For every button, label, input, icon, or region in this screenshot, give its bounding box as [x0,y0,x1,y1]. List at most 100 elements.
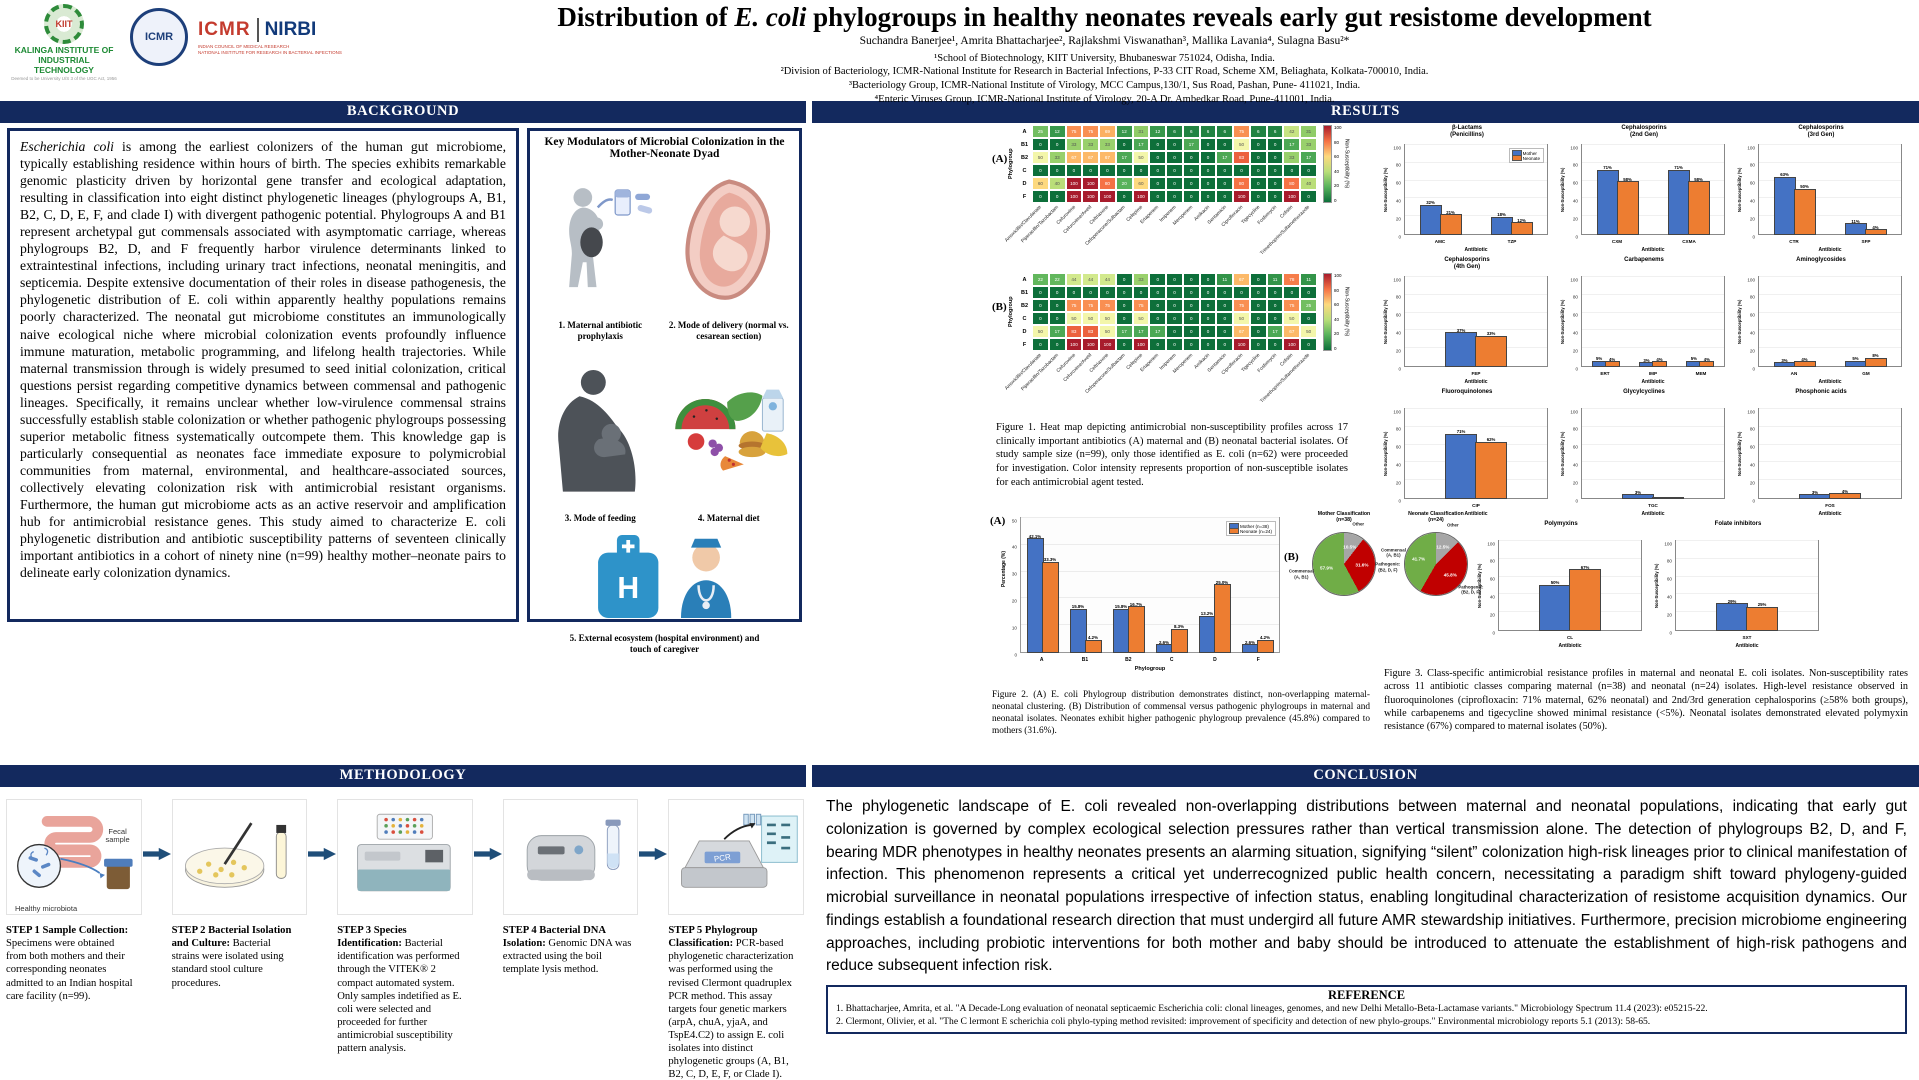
heatmap-cell: 0 [1048,190,1066,203]
key-modulator-item: 1. Maternal antibiotic prophylaxis [536,162,665,344]
y-tick-label: 20 [1749,216,1755,222]
pie-slice-value: 31.6% [1355,562,1369,568]
bar-column: 50% [1539,541,1571,631]
x-tick-label: ERT [1600,371,1610,376]
title-block: Distribution of E. coli phylogroups in h… [330,2,1879,106]
y-tick-label: 40 [1749,330,1755,336]
gridline [1405,293,1547,295]
legend-label: Mother (n=38) [1239,523,1269,529]
y-tick-label: 20 [1572,480,1578,486]
heatmap-cell: 0 [1182,338,1200,351]
heatmap-cell: 12 [1115,125,1133,138]
bar-group: 5% 4% [1582,277,1629,368]
bar [1213,584,1231,653]
x-tick-label: FEP [1471,371,1481,376]
pie-slice-value: 57.9% [1320,565,1334,571]
background-lead: Escherichia coli [20,139,114,154]
gridline [1582,144,1724,145]
bars-layer: 3% 4% [1759,409,1901,499]
bar-value-label: 3% [1643,357,1650,363]
x-tick-labels: Amoxicillin/Clavulanate Piperacillin/Tazo… [1005,351,1317,409]
heatmap-cell: 50 [1099,325,1116,338]
gridline [1582,197,1724,199]
bar-column: 13.2% [1198,518,1216,654]
x-tick-label: AMC [1434,239,1446,244]
bar-column: 18% [1490,145,1513,236]
heatmap-cell: 0 [1216,164,1234,177]
heatmap-cell: 11 [1266,273,1284,286]
heatmap-row: D 50 17 83 83 50 17 17 17 0 0 0 0 67 0 17 67 50 [1017,325,1318,338]
heatmap-cell: 17 [1132,138,1150,151]
colorbar-gradient [1323,125,1332,203]
heatmap-cell: 0 [1199,177,1217,190]
gridline [1582,311,1724,313]
figure3-caption: Figure 3. Class-specific antimicrobial r… [1384,668,1908,732]
y-tick-label: 100 [1747,277,1755,282]
gridline [1759,293,1901,295]
heatmap-cell: 80 [1283,177,1301,190]
gridline [1759,461,1901,463]
y-tick-label: 0 [1014,652,1017,657]
panel-chart: Non-Susceptibility (%) 0 20 40 60 80 100 37% 33%… [1382,274,1552,385]
bars-layer: 32% 21% 18% 12% [1405,145,1547,236]
bars-layer: 71% 58% 71% 58% [1582,145,1724,236]
row-tick-label: C [1022,315,1027,322]
gridline [1759,276,1901,277]
row-tick-label: A [1022,128,1027,135]
key-modulators-figure: Key Modulators of Microbial Colonization… [527,128,802,654]
panel-label: (A) [992,153,1008,165]
bar [1686,360,1702,368]
heatmap-cell: 20 [1115,177,1133,190]
flow-arrow-icon [142,847,172,861]
bar-column: 4.2% [1256,518,1274,654]
legend-label: Neonate [1522,155,1540,161]
bar-value-label: 4% [1609,356,1616,362]
gridline [1021,624,1279,626]
y-tick-label: 100 [1393,277,1401,282]
x-tick-label: B2 [1125,657,1132,663]
heatmap-cell: 33 [1082,138,1100,151]
heatmap-cell: 0 [1216,177,1234,190]
y-tick-label: 20 [1395,348,1401,354]
y-tick-label: 100 [1487,541,1495,546]
x-tick-labels: AMC TZP [1404,239,1548,244]
x-tick-label: F [1256,657,1260,663]
resistance-panel: Folate inhibitors Non-Susceptibility (%) 0… [1653,521,1823,649]
x-tick-labels: CIP [1404,503,1548,508]
x-tick-label: SFP [1861,239,1871,244]
heatmap-cell: 33 [1132,273,1150,286]
heatmap-cell: 0 [1216,338,1234,351]
y-tick-label: 80 [1749,294,1755,300]
bar-value-label: 4.2% [1259,635,1270,641]
heatmap-cell: 50 [1065,312,1083,325]
heatmap-cell: 0 [1032,138,1049,151]
heatmap-cell: 100 [1132,338,1150,351]
heatmap-cell: 44 [1099,273,1116,286]
gridline [1582,461,1724,463]
row-tick-label: F [1022,193,1027,200]
bar [1667,169,1690,236]
heatmap-cell: 11 [1300,273,1318,286]
bar-column: 25% [1746,541,1778,632]
bars-layer: 42.1% 33.3% 15.8% 4.2% 15.8% 16.7% 2.6% 8.3% 13.… [1021,518,1279,654]
heatmap-cell: 75 [1233,299,1250,312]
methodology-step: STEP 2 Bacterial Isolation and Culture: … [171,799,308,990]
bar [1793,188,1816,235]
reference-list: 1. Bhattacharjee, Amrita, et al. "A Deca… [836,1003,1897,1028]
bar-value-label: 42.1% [1028,533,1042,539]
gridline [1582,479,1724,481]
bar-column: 33.3% [1041,518,1059,654]
bar [1591,360,1607,368]
affiliation-line: ³Bacteriology Group, ICMR-National Insti… [848,79,1361,91]
bar-value-label: 33.3% [1043,557,1057,563]
bar-value-label: 71% [1456,429,1466,435]
y-tick-label: 20 [1749,348,1755,354]
bar-column: 4% [1793,277,1816,367]
colorbar-tick: 100 [1334,273,1342,278]
heatmap-cell: 0 [1283,164,1301,177]
bar-value-label: 18% [1497,212,1506,218]
y-axis-label: Non-Susceptibility (%) [1737,299,1742,345]
colorbar: 100 80 60 40 20 0 Non-Susceptibility (%) [1323,273,1350,351]
heatmap-cell: 50 [1132,312,1150,325]
y-tick-label: 40 [1395,198,1401,204]
